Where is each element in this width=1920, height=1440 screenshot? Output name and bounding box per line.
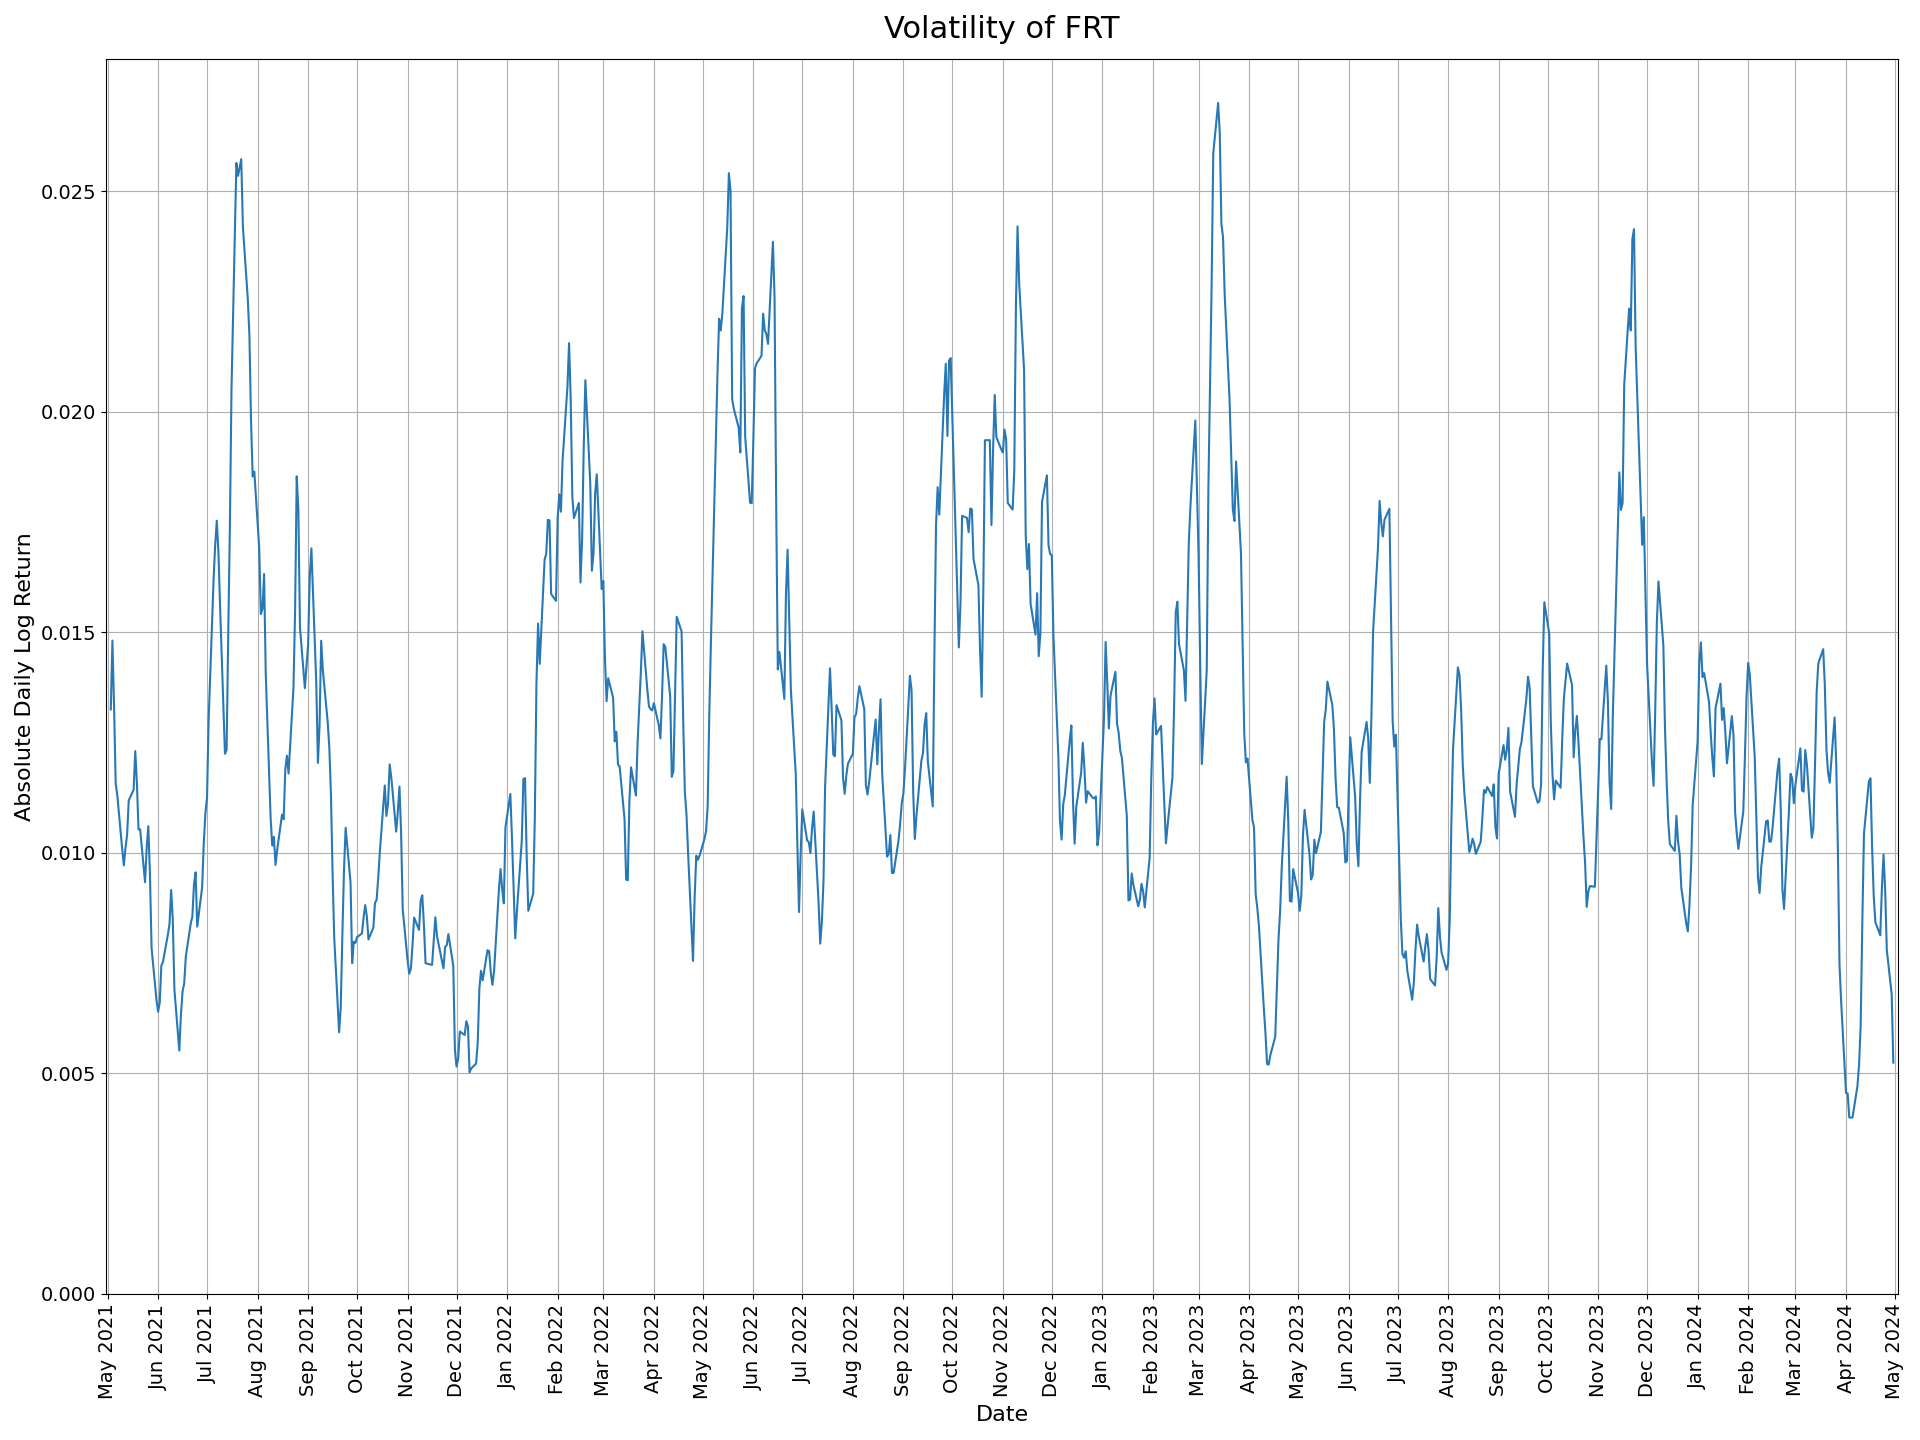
X-axis label: Date: Date bbox=[975, 1405, 1029, 1426]
Y-axis label: Absolute Daily Log Return: Absolute Daily Log Return bbox=[15, 531, 35, 821]
Title: Volatility of FRT: Volatility of FRT bbox=[885, 14, 1119, 45]
